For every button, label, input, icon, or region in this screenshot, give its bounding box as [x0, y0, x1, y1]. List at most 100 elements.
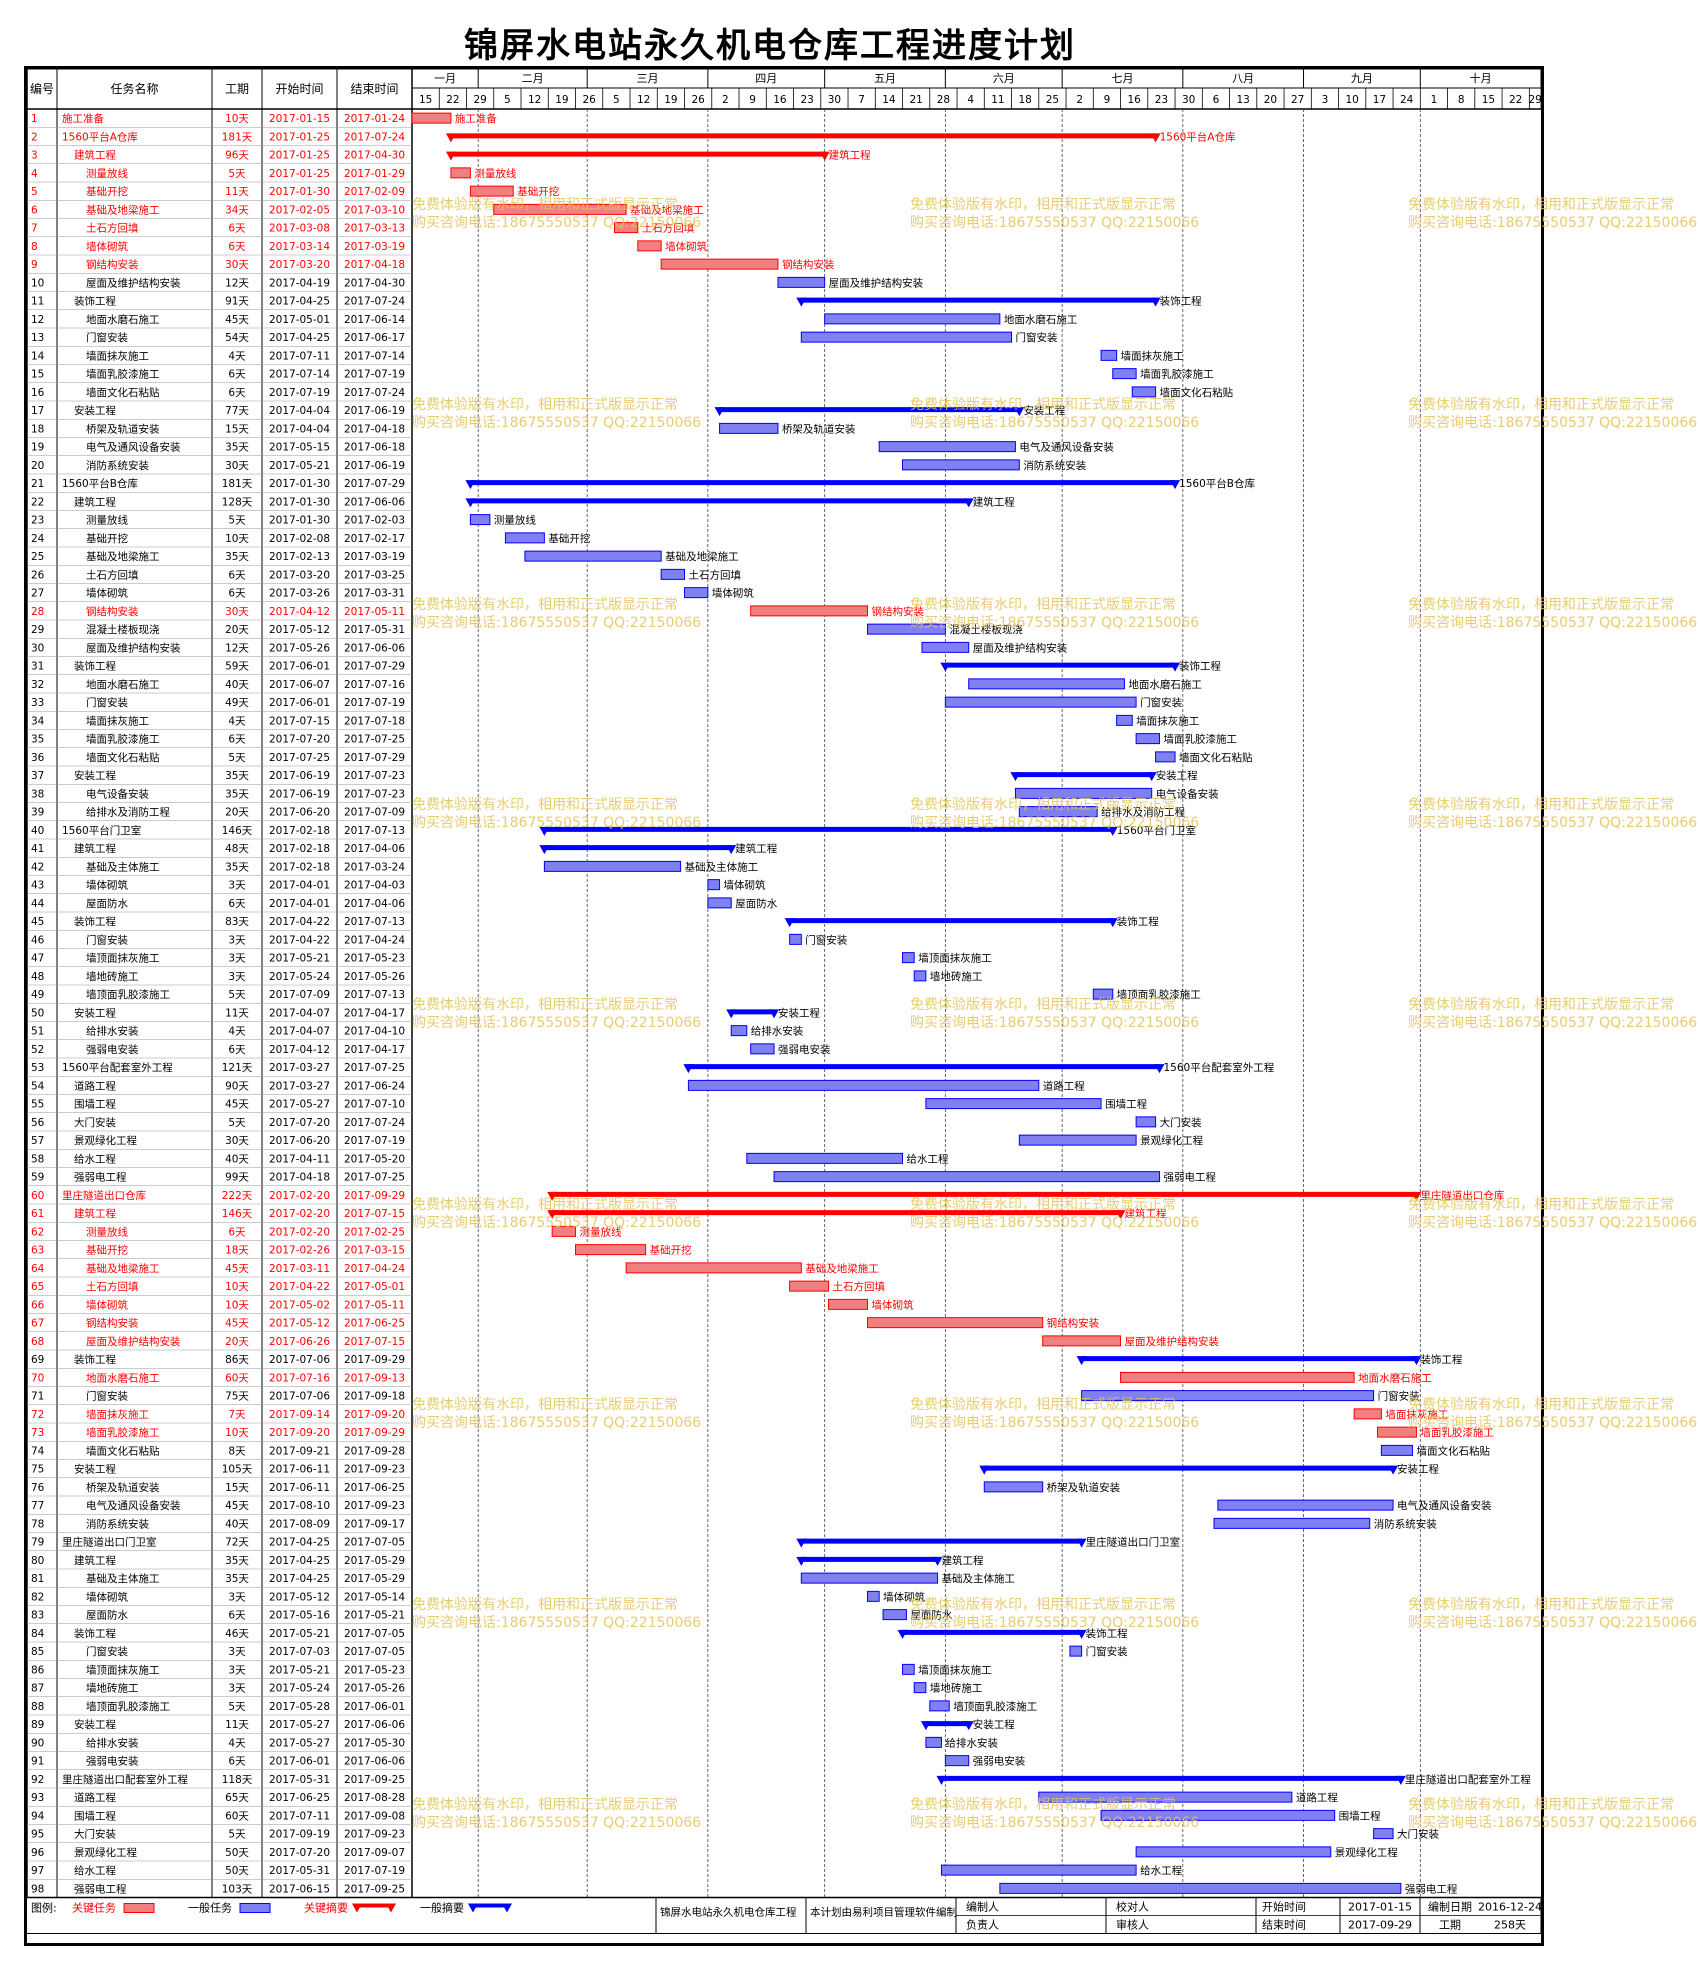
task-no: 34 — [31, 715, 45, 727]
task-no: 83 — [31, 1610, 44, 1622]
task-row: 5 基础开挖 11天 2017-01-30 2017-02-09 基础开挖 — [27, 185, 559, 201]
task-duration: 5天 — [228, 1117, 246, 1129]
task-row: 53 1560平台配套室外工程 121天 2017-03-27 2017-07-25 15… — [27, 1061, 1275, 1077]
task-bar — [968, 678, 1125, 690]
task-bar — [450, 167, 471, 179]
summary-end-cap — [1388, 1465, 1399, 1475]
task-duration: 6天 — [228, 569, 246, 581]
task-no: 97 — [31, 1865, 44, 1877]
task-bar — [866, 1590, 880, 1602]
task-name: 测量放线 — [86, 1225, 128, 1238]
summary-bar — [801, 297, 1156, 303]
task-duration: 146天 — [222, 825, 253, 837]
duration-value: 258天 — [1494, 1919, 1526, 1932]
task-row: 62 测量放线 6天 2017-02-20 2017-02-25 测量放线 — [27, 1225, 622, 1241]
summary-end-cap — [1150, 297, 1161, 307]
task-duration: 6天 — [228, 369, 246, 381]
task-end: 2017-04-06 — [344, 898, 405, 910]
task-end: 2017-06-06 — [344, 1756, 405, 1768]
task-name: 墙地砖施工 — [86, 970, 139, 983]
task-name: 装饰工程 — [74, 1353, 116, 1366]
task-end: 2017-04-03 — [344, 880, 405, 892]
task-end: 2017-07-24 — [344, 1117, 405, 1129]
summary-start-cap — [539, 826, 550, 836]
summary-end-cap — [1170, 480, 1181, 490]
task-bar-label: 给水工程 — [907, 1152, 949, 1165]
task-duration: 30天 — [225, 259, 249, 271]
summary-end-cap — [1170, 662, 1181, 672]
task-end: 2017-06-06 — [344, 642, 405, 654]
task-bar — [789, 933, 802, 945]
task-row: 67 钢结构安装 45天 2017-05-12 2017-06-25 钢结构安装 — [27, 1317, 1100, 1333]
summary-end-cap — [1411, 1356, 1422, 1366]
task-duration: 5天 — [228, 515, 246, 527]
legend-task-swatch — [239, 1903, 271, 1913]
task-no: 79 — [31, 1537, 44, 1549]
task-row: 59 强弱电工程 99天 2017-04-18 2017-07-25 强弱电工程 — [27, 1171, 1216, 1187]
task-bar-label: 1560平台门卫室 — [1117, 824, 1196, 837]
task-start: 2017-04-22 — [269, 934, 330, 946]
task-bar-label: 安装工程 — [1397, 1463, 1439, 1476]
task-bar — [999, 1882, 1402, 1894]
task-end: 2017-07-13 — [344, 989, 405, 1001]
task-row: 17 安装工程 77天 2017-04-04 2017-06-19 安装工程 — [27, 404, 1066, 420]
task-duration: 10天 — [225, 1281, 249, 1293]
task-bar — [1092, 988, 1114, 1000]
task-bar-label: 门窗安装 — [805, 933, 847, 946]
task-no: 15 — [31, 369, 44, 381]
summary-bar — [450, 151, 825, 157]
task-start: 2017-09-21 — [269, 1445, 330, 1457]
task-row: 83 屋面防水 6天 2017-05-16 2017-05-21 屋面防水 — [27, 1609, 953, 1625]
task-duration: 45天 — [225, 1500, 249, 1512]
task-end: 2017-04-30 — [344, 277, 405, 289]
task-row: 11 装饰工程 91天 2017-04-25 2017-07-24 装饰工程 — [27, 295, 1202, 311]
task-bar-label: 道路工程 — [1043, 1079, 1085, 1092]
task-name: 给水工程 — [74, 1864, 116, 1877]
task-no: 1 — [31, 113, 38, 125]
software-note: 本计划由易利项目管理软件编制 — [810, 1906, 957, 1919]
task-name: 电气及通风设备安装 — [86, 441, 181, 454]
summary-start-cap — [683, 1064, 694, 1074]
task-name: 建筑工程 — [74, 495, 116, 508]
task-start: 2017-05-16 — [269, 1610, 330, 1622]
task-no: 78 — [31, 1518, 44, 1530]
task-no: 49 — [31, 989, 44, 1001]
task-start: 2017-06-11 — [269, 1464, 330, 1476]
task-name: 里庄隧道出口仓库 — [62, 1189, 146, 1202]
task-end: 2017-05-31 — [344, 624, 405, 636]
task-bar-label: 墙顶面乳胶漆施工 — [1117, 988, 1201, 1001]
legend-summary-cap — [386, 1903, 396, 1913]
task-no: 82 — [31, 1591, 44, 1603]
task-start: 2017-07-06 — [269, 1354, 330, 1366]
task-end: 2017-07-05 — [344, 1646, 405, 1658]
month-label: 四月 — [755, 72, 777, 85]
week-tick-label: 2 — [1076, 94, 1083, 106]
task-start: 2017-03-08 — [269, 223, 330, 235]
task-bar-label: 门窗安装 — [1016, 331, 1058, 344]
task-no: 18 — [31, 423, 44, 435]
task-bar-label: 基础及地梁施工 — [665, 550, 739, 563]
summary-end-cap — [932, 1556, 943, 1566]
task-name: 墙顶面乳胶漆施工 — [86, 988, 170, 1001]
task-no: 66 — [31, 1299, 45, 1311]
col-header-dur: 工期 — [225, 82, 249, 96]
task-name: 施工准备 — [62, 112, 104, 125]
task-name: 1560平台配套室外工程 — [62, 1061, 173, 1074]
task-row: 55 围墙工程 45天 2017-05-27 2017-07-10 围墙工程 — [27, 1098, 1148, 1114]
task-row: 48 墙地砖施工 3天 2017-05-24 2017-05-26 墙地砖施工 — [27, 970, 982, 986]
task-row: 34 墙面抹灰施工 4天 2017-07-15 2017-07-18 墙面抹灰施工 — [27, 714, 1199, 730]
task-no: 20 — [31, 460, 44, 472]
task-row: 18 桥架及轨道安装 15天 2017-04-04 2017-04-18 桥架及轨道安装 — [27, 422, 856, 438]
task-bar — [1373, 1828, 1394, 1840]
task-start: 2017-05-27 — [269, 1737, 330, 1749]
week-tick-label: 16 — [773, 94, 787, 106]
task-end: 2017-09-23 — [344, 1500, 405, 1512]
task-name: 围墙工程 — [74, 1809, 116, 1822]
task-bar-label: 屋面及维护结构安装 — [973, 641, 1068, 654]
task-duration: 65天 — [225, 1792, 249, 1804]
summary-end-cap — [819, 151, 830, 161]
task-row: 10 屋面及维护结构安装 12天 2017-04-19 2017-04-30 屋面及维护结… — [27, 276, 924, 292]
task-row: 77 电气及通风设备安装 45天 2017-08-10 2017-09-23 电气及通风设… — [27, 1499, 1492, 1515]
task-end: 2017-07-15 — [344, 1208, 405, 1220]
task-end: 2017-03-15 — [344, 1245, 405, 1257]
